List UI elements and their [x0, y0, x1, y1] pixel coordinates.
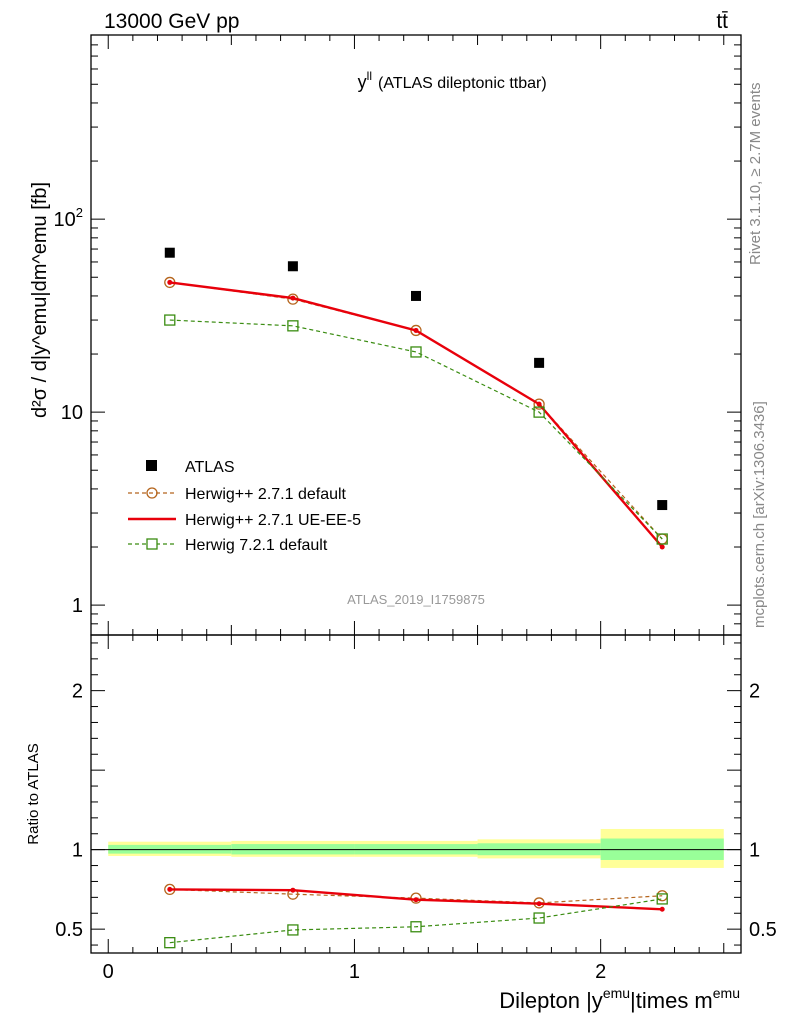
x-axis-label: Dilepton |yemu|times memu	[499, 985, 740, 1013]
ratio-y-tick-label-right: 2	[749, 681, 760, 703]
main-line-herwig271-ueee5	[169, 281, 664, 548]
main-point-herwig721-default	[656, 533, 668, 545]
legend-marker-herwig271-default	[146, 487, 158, 499]
main-point-herwig271-default	[533, 398, 545, 410]
ratio-point-herwig721-default	[287, 924, 299, 936]
legend-label-atlas: ATLAS	[185, 459, 235, 476]
legend-entry-atlas: ATLAS	[146, 459, 235, 476]
legend-entry-herwig271-default: Herwig++ 2.7.1 default	[128, 486, 347, 503]
mcplots-reference-text: mcplots.cern.ch [arXiv:1306.3436]	[751, 401, 768, 628]
ratio-uncertainty-band	[108, 828, 724, 868]
legend-label-herwig271-default: Herwig++ 2.7.1 default	[185, 486, 347, 503]
ratio-point-herwig721-default	[164, 937, 176, 949]
main-point-herwig721-default	[287, 320, 299, 332]
main-point-herwig271-ueee5	[536, 401, 542, 407]
ratio-panel: Ratio to ATLAS 0.5 0.5 1 1 2 2 0 1 2 Dilepton |…	[25, 634, 777, 1013]
main-point-atlas	[534, 357, 545, 368]
ratio-y-tick-label-right: 1	[749, 840, 760, 862]
header-process: tt̄	[716, 10, 728, 33]
ratio-y-axis-label: Ratio to ATLAS	[25, 743, 42, 844]
main-y-tick-label: 10	[61, 402, 83, 424]
main-y-tick-label: 1	[72, 595, 83, 617]
main-point-atlas	[411, 290, 421, 301]
main-line-herwig721-default	[169, 319, 663, 540]
ratio-y-tick-label-right: 0.5	[749, 919, 777, 941]
rivet-version-text: Rivet 3.1.10, ≥ 2.7M events	[747, 83, 764, 266]
main-title: yll	[358, 69, 372, 92]
ratio-y-tick-label-left: 2	[72, 681, 83, 703]
ratio-x-tick-label: 1	[349, 961, 360, 983]
legend: ATLAS Herwig++ 2.7.1 default Herwig++ 2.…	[128, 459, 361, 554]
main-point-atlas	[164, 247, 175, 258]
main-point-herwig721-default	[410, 346, 422, 358]
ratio-series-layer	[164, 883, 668, 949]
main-point-herwig721-default	[164, 314, 176, 326]
ratio-y-tick-label-left: 1	[72, 840, 83, 862]
main-subtitle: (ATLAS dileptonic ttbar)	[378, 75, 547, 92]
main-line-herwig271-default	[169, 281, 663, 540]
main-y-tick-label: 102	[54, 205, 83, 231]
main-y-axis-label: d²σ / d|y^emu|dm^emu [fb]	[29, 182, 51, 418]
main-point-herwig271-default	[410, 324, 422, 337]
ratio-point-herwig721-default	[410, 921, 422, 933]
main-y-ticks: 1 10 102	[54, 34, 741, 636]
legend-label-herwig721-default: Herwig 7.2.1 default	[185, 537, 328, 554]
ratio-x-tick-label: 0	[103, 961, 114, 983]
main-point-herwig721-default	[533, 406, 545, 418]
header-energy: 13000 GeV pp	[104, 10, 239, 33]
main-point-herwig271-ueee5	[413, 327, 419, 333]
main-panel: yll (ATLAS dileptonic ttbar) d²σ / d|y^e…	[29, 34, 742, 636]
main-series-layer	[164, 247, 668, 550]
legend-marker-atlas	[146, 460, 157, 471]
legend-marker-herwig721-default	[146, 538, 158, 550]
ratio-point-herwig271-ueee5	[659, 906, 665, 912]
ratio-x-ticks: 0 1 2	[103, 635, 725, 983]
analysis-watermark: ATLAS_2019_I1759875	[347, 592, 485, 607]
ratio-y-tick-label-left: 0.5	[55, 919, 83, 941]
ratio-point-herwig271-ueee5	[290, 887, 296, 893]
main-point-herwig271-ueee5	[659, 544, 665, 550]
main-x-ticks	[107, 35, 725, 635]
ratio-line-herwig721-default	[169, 898, 663, 944]
ratio-x-tick-label: 2	[595, 961, 606, 983]
main-point-atlas	[287, 261, 298, 272]
ratio-point-herwig721-default	[656, 893, 668, 905]
ratio-point-herwig721-default	[533, 912, 545, 924]
ratio-point-herwig271-ueee5	[536, 901, 542, 907]
main-point-herwig271-ueee5	[167, 279, 173, 285]
ratio-point-herwig271-ueee5	[413, 897, 419, 903]
ratio-point-herwig271-ueee5	[167, 886, 173, 892]
ratio-frame	[90, 634, 742, 954]
main-point-atlas	[657, 500, 668, 511]
legend-label-herwig271-ueee5: Herwig++ 2.7.1 UE-EE-5	[185, 512, 361, 529]
legend-entry-herwig721-default: Herwig 7.2.1 default	[128, 537, 328, 554]
legend-entry-herwig271-ueee5: Herwig++ 2.7.1 UE-EE-5	[128, 512, 361, 529]
main-point-herwig271-ueee5	[290, 295, 296, 301]
ratio-y-ticks: 0.5 0.5 1 1 2 2	[55, 642, 777, 946]
